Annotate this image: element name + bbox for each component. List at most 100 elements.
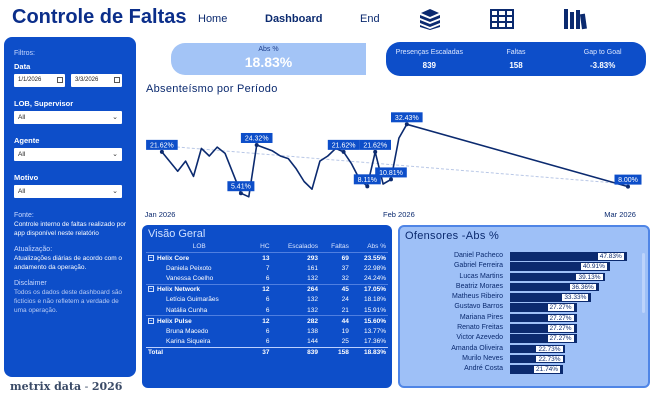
reason-select[interactable]: All ⌄	[14, 185, 122, 198]
data-point	[341, 149, 346, 154]
data-label: 8.11%	[358, 177, 377, 184]
cell-hc: 6	[252, 305, 271, 316]
cell-faltas: 45	[319, 283, 351, 295]
agent-select[interactable]: All ⌄	[14, 148, 122, 161]
filters-heading: Filtros:	[14, 50, 35, 57]
ofensor-row[interactable]: Lucas Martins 39.13%	[405, 272, 643, 282]
nav-dashboard[interactable]: Dashboard	[265, 13, 323, 25]
table-group-row[interactable]: − Helix Network 12 264 45 17.05%	[146, 283, 388, 295]
data-label: 21.62%	[363, 142, 387, 149]
cell-hc: 13	[252, 252, 272, 263]
cell-lob-text: Karina Siqueira	[166, 338, 211, 345]
absenteeism-line-chart: 21.62% 5.41% 24.32% 21.62% 8.11% 21.62% 10.81%…	[145, 112, 642, 219]
col-abs[interactable]: Abs %	[367, 243, 386, 250]
data-point	[159, 149, 164, 154]
cell-lob: Letícia Guimarães	[146, 295, 252, 306]
cell-lob: − Helix Core	[146, 252, 253, 263]
table-row[interactable]: Natália Cunha 6 132 21 15.91%	[146, 305, 388, 316]
ofensor-row[interactable]: Mariana Pires 27.27%	[405, 313, 643, 323]
cell-escalados: 282	[271, 315, 320, 326]
ofensor-row[interactable]: Gabriel Ferreira 40.91%	[405, 261, 643, 271]
col-faltas[interactable]: Faltas	[331, 243, 349, 250]
ofensor-value-label: 27.27%	[546, 334, 575, 343]
source-text: Controle interno de faltas realizado por…	[14, 221, 127, 237]
ofensor-bar	[510, 272, 606, 282]
cell-abs-text: 24.24%	[363, 275, 386, 282]
ofensor-row[interactable]: Gustavo Barros 27.27%	[405, 302, 643, 312]
cell-lob: Daniela Peixoto	[146, 263, 252, 274]
cell-abs: 15.60%	[350, 315, 388, 326]
kpi-presencas: Presenças Escaladas 839	[386, 42, 473, 76]
books-icon[interactable]	[418, 8, 442, 30]
update-text: Atualizações diárias de acordo com o and…	[14, 255, 123, 271]
data-label: 21.62%	[332, 142, 356, 149]
table-total-row[interactable]: Total 37 839 158 18.83%	[146, 346, 388, 358]
cell-lob: − Helix Network	[146, 283, 253, 295]
ofensor-row[interactable]: Victor Azevedo 27.27%	[405, 333, 643, 343]
cell-escalados: 132	[272, 295, 320, 306]
table-row[interactable]: Karina Siqueira 6 144 25 17.36%	[146, 337, 388, 348]
table-row[interactable]: Bruna Macedo 6 138 19 13.77%	[146, 326, 388, 337]
visao-geral-table: LOB HC Escalados Faltas Abs % − Helix Cor…	[146, 241, 388, 358]
ofensor-row[interactable]: Beatriz Moraes 36.36%	[405, 282, 643, 292]
cell-faltas: 32	[320, 274, 351, 285]
table-row[interactable]: Letícia Guimarães 6 132 24 18.18%	[146, 295, 388, 306]
ofensor-row[interactable]: Matheus Ribeiro 33.33%	[405, 292, 643, 302]
filters-sidebar: Filtros: Data 1/1/2026 3/3/2026 LOB, Sup…	[4, 37, 136, 377]
data-label: 21.62%	[150, 142, 174, 149]
kpi-abs-value: 18.83%	[244, 54, 293, 70]
cell-faltas: 25	[320, 337, 351, 348]
agent-select-value: All	[18, 151, 26, 158]
cell-escalados-text: 264	[307, 286, 318, 293]
ofensor-row[interactable]: Daniel Pacheco 47.83%	[405, 251, 643, 261]
lob-select[interactable]: All ⌄	[14, 111, 122, 124]
col-lob[interactable]: LOB	[192, 243, 206, 250]
table-row[interactable]: Vanessa Coelho 6 132 32 24.24%	[146, 274, 388, 285]
agent-filter-label: Agente	[14, 136, 40, 145]
update-title: Atualização:	[14, 246, 53, 253]
cell-escalados: 132	[272, 274, 320, 285]
ofensor-row[interactable]: Murilo Neves 22.73%	[405, 354, 643, 364]
nav-home[interactable]: Home	[198, 13, 228, 25]
cell-lob-text: Helix Core	[157, 254, 190, 262]
ofensor-name: Victor Azevedo	[456, 334, 503, 342]
ofensor-row[interactable]: Renato Freitas 27.27%	[405, 323, 643, 333]
table-row[interactable]: Daniela Peixoto 7 161 37 22.98%	[146, 263, 388, 274]
kpi-gap: Gap to Goal -3.83%	[559, 42, 646, 76]
library-icon[interactable]	[563, 8, 587, 30]
cell-lob-text: Helix Network	[157, 286, 200, 293]
data-label-bg	[359, 139, 391, 150]
kpi-group-card: Presenças Escaladas 839 Faltas 158 Gap t…	[386, 42, 646, 76]
col-escalados[interactable]: Escalados	[287, 243, 318, 250]
ofensor-row[interactable]: Amanda Oliveira 22.73%	[405, 344, 643, 354]
collapse-icon[interactable]: −	[148, 254, 154, 261]
date-from-input[interactable]: 1/1/2026	[14, 74, 65, 87]
kpi-gap-value: -3.83%	[590, 61, 616, 70]
cell-escalados: 132	[272, 305, 320, 316]
ofensor-row[interactable]: André Costa 21.74%	[405, 364, 643, 374]
collapse-icon[interactable]: −	[148, 286, 154, 293]
table-group-row[interactable]: − Helix Pulse 12 282 44 15.60%	[146, 315, 388, 326]
date-to-input[interactable]: 3/3/2026	[71, 74, 122, 87]
cell-abs: 18.18%	[351, 295, 388, 306]
collapse-icon[interactable]: −	[148, 317, 154, 324]
brand-logo: metrix data - 2026	[10, 380, 123, 393]
app-title: Controle de Faltas	[12, 6, 187, 28]
table-group-row[interactable]: − Helix Core 13 293 69 23.55%	[146, 252, 388, 263]
kpi-abs-label: Abs %	[258, 46, 279, 53]
cell-lob: Total	[146, 346, 253, 358]
ofensor-value-label: 47.83%	[596, 252, 625, 261]
cell-lob-text: Total	[148, 349, 164, 356]
nav-end[interactable]: End	[360, 13, 380, 25]
table-icon[interactable]	[490, 8, 514, 30]
kpi-faltas: Faltas 158	[473, 42, 560, 76]
cell-lob-text: Helix Pulse	[157, 317, 192, 325]
ofensores-scrollbar[interactable]	[642, 253, 645, 313]
visao-geral-title: Visão Geral	[148, 228, 206, 240]
col-hc[interactable]: HC	[260, 243, 270, 250]
line-chart-title: Absenteísmo por Período	[146, 83, 278, 95]
kpi-abs-card: Abs % 18.83%	[171, 43, 366, 75]
cell-escalados-text: 132	[307, 275, 318, 282]
cell-faltas-text: 19	[341, 327, 349, 335]
trend-line	[161, 145, 629, 185]
